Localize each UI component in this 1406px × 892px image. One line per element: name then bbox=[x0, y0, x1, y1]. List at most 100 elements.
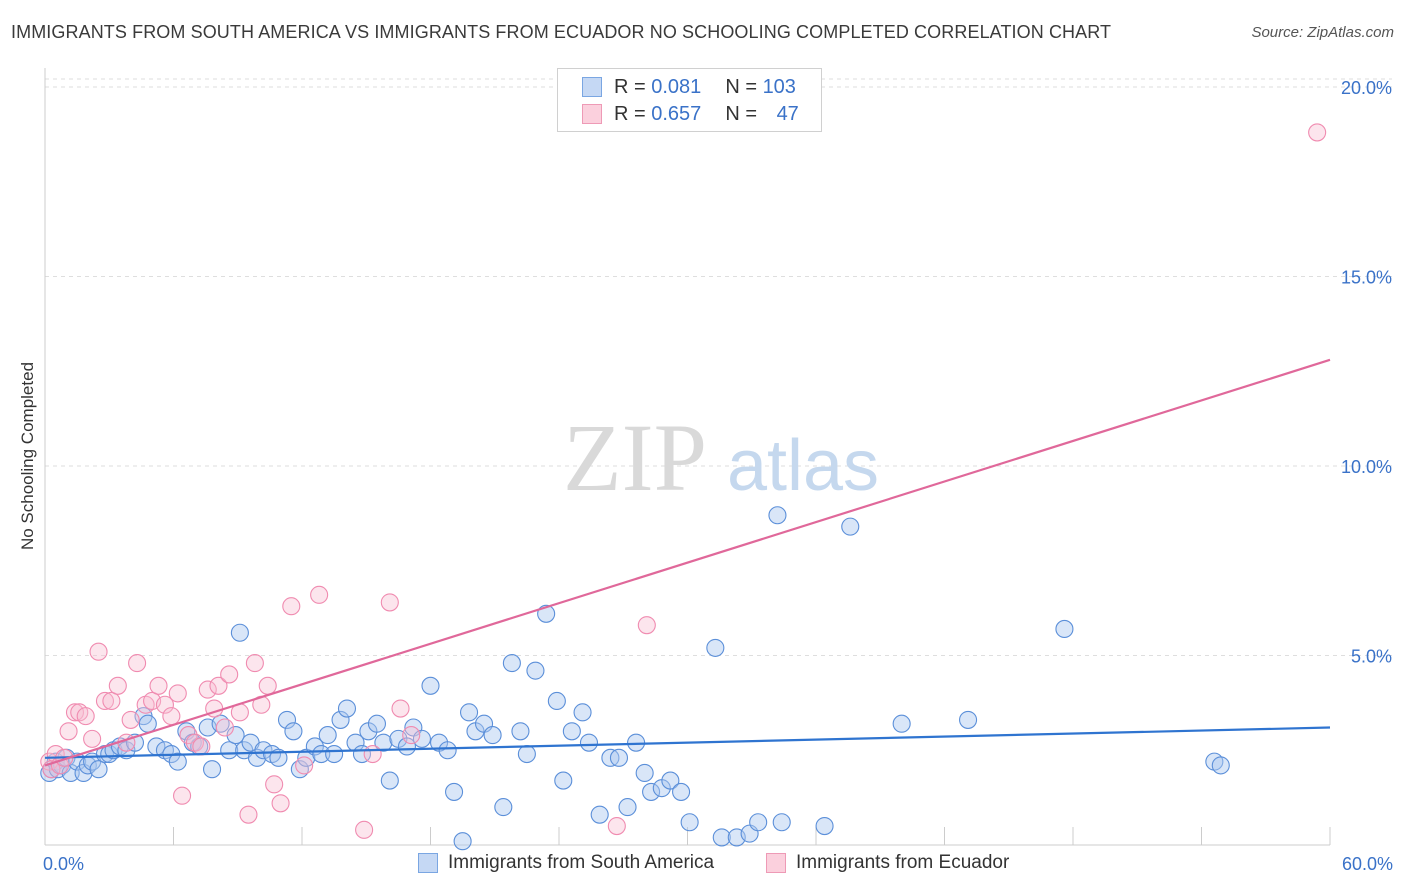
data-point-south-america bbox=[325, 744, 344, 764]
data-point-south-america bbox=[680, 813, 699, 832]
r-value: 0.657 bbox=[651, 102, 702, 125]
data-point-ecuador bbox=[76, 707, 95, 726]
r-label: R = bbox=[614, 102, 646, 125]
data-point-ecuador bbox=[310, 585, 329, 604]
data-point-south-america bbox=[712, 828, 731, 847]
stats-row-south-america: R = 0.081 N = 103 bbox=[582, 75, 796, 99]
data-point-south-america bbox=[815, 816, 834, 836]
y-tick-label: 15.0% bbox=[1341, 267, 1392, 287]
data-point-south-america bbox=[254, 741, 273, 760]
data-point-south-america bbox=[367, 714, 387, 733]
data-point-south-america bbox=[459, 703, 479, 722]
data-point-ecuador bbox=[179, 726, 198, 745]
data-point-ecuador bbox=[258, 676, 277, 695]
data-point-ecuador bbox=[168, 684, 187, 703]
data-point-south-america bbox=[331, 710, 350, 729]
n-label: N = bbox=[725, 102, 757, 125]
data-point-ecuador bbox=[155, 695, 174, 714]
data-point-ecuador bbox=[265, 775, 284, 794]
trend-lines bbox=[44, 358, 1331, 767]
swatch-ecuador bbox=[582, 104, 602, 124]
data-point-south-america bbox=[397, 737, 416, 756]
data-point-south-america bbox=[841, 517, 860, 536]
data-point-south-america bbox=[554, 771, 573, 790]
data-point-ecuador bbox=[162, 707, 181, 726]
y-axis-label: No Schooling Completed bbox=[18, 361, 37, 551]
data-point-south-america bbox=[412, 729, 431, 748]
y-tick-label: 5.0% bbox=[1351, 646, 1392, 666]
data-point-south-america bbox=[609, 748, 629, 767]
data-point-south-america bbox=[61, 763, 80, 783]
chart-title: IMMIGRANTS FROM SOUTH AMERICA VS IMMIGRA… bbox=[11, 22, 1112, 42]
data-point-south-america bbox=[661, 771, 680, 790]
data-point-ecuador bbox=[95, 691, 115, 711]
data-point-south-america bbox=[89, 760, 108, 779]
data-point-south-america bbox=[642, 782, 661, 801]
legend-label-ecuador: Immigrants from Ecuador bbox=[796, 852, 1010, 873]
data-point-ecuador bbox=[607, 816, 626, 836]
x-tick-label-max: 60.0% bbox=[1342, 854, 1393, 874]
watermark-zip: ZIP bbox=[563, 404, 707, 511]
data-point-south-america bbox=[1055, 619, 1074, 639]
trend-line-south-america bbox=[44, 726, 1331, 759]
series-ecuador bbox=[40, 123, 1327, 839]
data-point-ecuador bbox=[295, 756, 314, 775]
data-point-south-america bbox=[226, 726, 245, 745]
data-point-ecuador bbox=[282, 597, 301, 616]
data-point-south-america bbox=[618, 798, 637, 817]
data-point-ecuador bbox=[108, 676, 127, 695]
data-point-ecuador bbox=[198, 680, 217, 699]
legend-swatch-south-america bbox=[418, 853, 438, 873]
trend-line-ecuador bbox=[44, 358, 1331, 767]
data-point-south-america bbox=[526, 661, 545, 680]
data-point-south-america bbox=[483, 726, 502, 745]
data-point-ecuador bbox=[402, 726, 421, 745]
data-point-south-america bbox=[312, 744, 331, 764]
data-point-south-america bbox=[438, 741, 457, 760]
data-point-south-america bbox=[421, 676, 440, 695]
n-value: 47 bbox=[776, 102, 799, 125]
data-point-ecuador bbox=[215, 718, 234, 737]
data-point-south-america bbox=[768, 506, 787, 525]
data-point-south-america bbox=[337, 699, 357, 718]
data-point-south-america bbox=[573, 703, 592, 722]
axes bbox=[44, 68, 1331, 846]
data-point-ecuador bbox=[380, 593, 399, 612]
stats-legend: R = 0.081 N = 103 R = 0.657 N = 47 bbox=[557, 68, 822, 132]
data-point-south-america bbox=[590, 805, 609, 824]
swatch-south-america bbox=[582, 77, 602, 97]
data-point-south-america bbox=[168, 752, 187, 771]
data-point-south-america bbox=[230, 623, 249, 642]
data-point-south-america bbox=[380, 771, 399, 790]
grid-lines bbox=[45, 78, 1392, 656]
x-tick-label-min: 0.0% bbox=[43, 854, 84, 874]
data-point-ecuador bbox=[192, 737, 211, 756]
data-point-ecuador bbox=[363, 744, 382, 764]
data-point-ecuador bbox=[89, 642, 108, 661]
data-point-ecuador bbox=[245, 654, 264, 673]
r-value: 0.081 bbox=[651, 75, 702, 98]
data-point-ecuador bbox=[239, 805, 258, 824]
watermark: ZIP atlas bbox=[563, 404, 879, 511]
data-point-ecuador bbox=[121, 710, 140, 729]
data-point-south-america bbox=[445, 782, 464, 801]
data-point-south-america bbox=[892, 714, 911, 733]
data-point-south-america bbox=[203, 760, 222, 779]
legend-label-south-america: Immigrants from South America bbox=[448, 852, 715, 873]
data-point-south-america bbox=[672, 782, 691, 801]
legend-item-ecuador: Immigrants from Ecuador bbox=[766, 852, 1009, 874]
data-point-ecuador bbox=[209, 676, 228, 695]
data-point-south-america bbox=[579, 733, 599, 752]
data-point-ecuador bbox=[637, 616, 656, 635]
data-point-ecuador bbox=[173, 786, 192, 805]
data-point-south-america bbox=[277, 710, 297, 729]
data-point-south-america bbox=[562, 722, 581, 741]
y-tick-label: 20.0% bbox=[1341, 78, 1392, 98]
tick-labels: 5.0% 10.0% 15.0% 20.0% 0.0% 60.0% bbox=[43, 78, 1393, 874]
data-point-ecuador bbox=[59, 722, 78, 741]
y-tick-label: 10.0% bbox=[1341, 457, 1392, 477]
watermark-atlas: atlas bbox=[727, 426, 879, 506]
data-point-ecuador bbox=[149, 676, 168, 695]
data-point-south-america bbox=[284, 722, 303, 741]
